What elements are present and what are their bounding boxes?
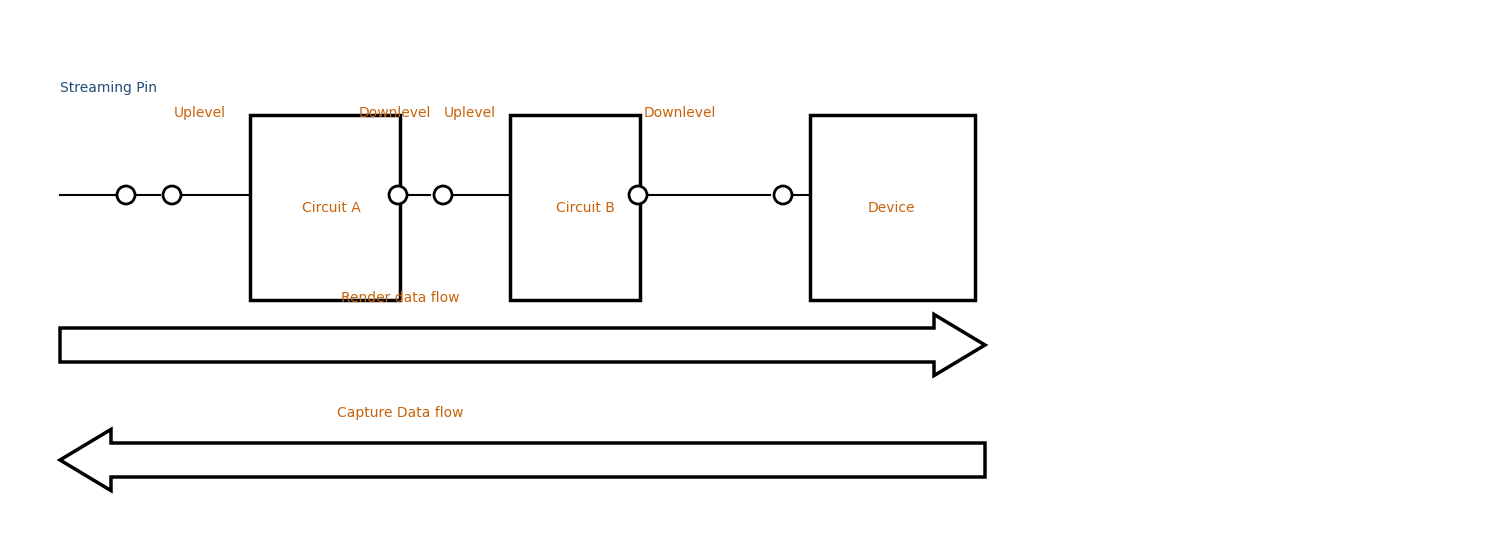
Text: Capture Data flow: Capture Data flow <box>336 406 463 420</box>
Text: Uplevel: Uplevel <box>174 106 226 120</box>
Polygon shape <box>60 314 985 376</box>
Polygon shape <box>60 430 985 491</box>
Text: Downlevel: Downlevel <box>359 106 432 120</box>
Text: Circuit A: Circuit A <box>302 200 362 214</box>
Text: Uplevel: Uplevel <box>443 106 496 120</box>
Bar <box>250 115 400 300</box>
Text: Circuit B: Circuit B <box>555 200 615 214</box>
Text: Device: Device <box>868 200 915 214</box>
Circle shape <box>118 186 135 204</box>
Circle shape <box>164 186 182 204</box>
Text: Streaming Pin: Streaming Pin <box>60 81 158 95</box>
Circle shape <box>434 186 452 204</box>
Text: Render data flow: Render data flow <box>341 291 460 305</box>
Bar <box>510 115 640 300</box>
Bar <box>809 115 975 300</box>
Text: Downlevel: Downlevel <box>644 106 716 120</box>
Circle shape <box>629 186 647 204</box>
Circle shape <box>774 186 792 204</box>
Circle shape <box>388 186 408 204</box>
